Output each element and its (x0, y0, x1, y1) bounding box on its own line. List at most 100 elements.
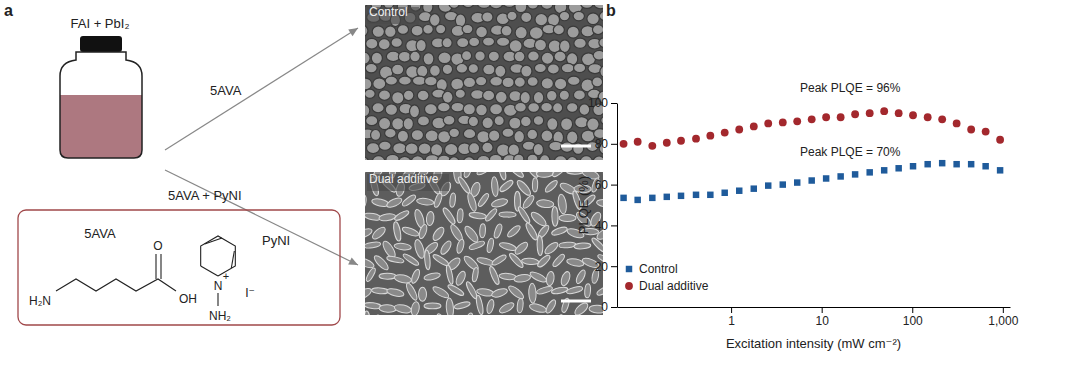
y-tick-mark (611, 144, 617, 145)
sem-grain (442, 64, 452, 74)
sem-grain (521, 194, 535, 210)
sem-grain (592, 25, 603, 35)
y-tick-label: 20 (595, 260, 609, 274)
data-point (997, 167, 1003, 173)
y-tick-mark (611, 103, 617, 104)
sem-grain (386, 255, 404, 264)
sem-grain (521, 116, 532, 127)
sem-grain (554, 51, 566, 62)
data-point (765, 182, 771, 188)
sem-grain (366, 143, 379, 154)
sem-grain (365, 104, 370, 116)
sem-grain (541, 52, 553, 64)
sem-grain (499, 212, 516, 218)
data-point (866, 169, 872, 175)
sem-grain (497, 172, 507, 181)
sem-grain (365, 194, 367, 209)
y-tick-mark (611, 225, 617, 226)
sem-grain (365, 227, 373, 240)
data-point (735, 126, 743, 134)
sem-grain (451, 102, 464, 112)
bond-amine (217, 293, 218, 306)
bond-carbonyl (155, 254, 156, 279)
data-point (620, 140, 628, 148)
sem-grain (424, 303, 441, 309)
data-point (721, 129, 729, 137)
sem-grain (476, 315, 495, 316)
data-point (822, 113, 830, 121)
sem-grain (373, 78, 386, 90)
sem-grain (501, 25, 512, 36)
sem-grain (507, 172, 525, 179)
sem-grain (442, 91, 453, 103)
sem-grain (365, 63, 377, 72)
sem-grain (456, 64, 468, 74)
sem-background (365, 5, 603, 160)
sem-grain (365, 5, 368, 7)
sem-grain (557, 194, 567, 215)
sem-grain (392, 64, 404, 75)
x-tick-mark (912, 307, 913, 313)
sem-grain (386, 315, 403, 316)
sem-grain (533, 116, 543, 126)
sem-grain (543, 240, 560, 255)
sem-grain (513, 273, 531, 283)
sem-grain (365, 311, 371, 315)
sem-grain (410, 301, 420, 315)
sem-grain (397, 25, 408, 35)
y-tick-label: 100 (588, 96, 608, 110)
data-point (852, 171, 858, 177)
sem-grain (477, 131, 490, 143)
legend-marker (626, 266, 632, 272)
sem-grain (394, 273, 413, 284)
data-point (880, 107, 888, 115)
sem-grain (483, 64, 495, 75)
y-tick: 60 (595, 178, 617, 192)
sem-grain (418, 287, 426, 301)
sem-grain (544, 179, 559, 194)
sem-grain (449, 128, 460, 137)
sem-grain (454, 270, 467, 287)
sem-grain (436, 24, 446, 33)
sem-grain (484, 207, 498, 222)
sem-grain (372, 103, 384, 113)
sem-grain (411, 25, 423, 36)
sem-grain (441, 206, 456, 225)
data-point (909, 111, 917, 119)
sem-grain (416, 39, 426, 51)
sem-grain (600, 65, 603, 77)
data-point (648, 142, 656, 150)
sem-grain (551, 172, 567, 178)
sem-grain (385, 26, 396, 38)
data-point (664, 194, 670, 200)
scale-bar (561, 300, 591, 303)
arrow-label: 5AVA + PyNI (168, 188, 242, 203)
data-point (895, 165, 901, 171)
sem-grain (559, 11, 569, 20)
sem-grain (365, 25, 368, 36)
sem-grain (541, 130, 553, 142)
sem-grain (513, 240, 529, 256)
sem-grain (529, 270, 548, 284)
sem-grain (456, 238, 466, 254)
arrow-dual-head (348, 257, 358, 265)
bond-carbonyl (160, 254, 161, 279)
data-point (707, 192, 713, 198)
sem-grain (386, 196, 404, 209)
sem-background (365, 172, 603, 315)
sem-grain (372, 26, 384, 37)
y-axis: 020406080100 (588, 96, 618, 314)
y-tick: 20 (595, 260, 617, 274)
sem-grain (463, 5, 474, 8)
sem-grain (392, 92, 404, 104)
annotation: Peak PLQE = 96% (800, 81, 901, 95)
y-tick-mark (611, 307, 617, 308)
x-tick-mark (822, 307, 823, 313)
y-axis-line (617, 104, 618, 308)
sem-grain (479, 223, 485, 237)
sem-grain (587, 13, 599, 25)
x-tick-label: 1,000 (988, 314, 1018, 328)
sem-grain (446, 298, 455, 315)
sem-grain (520, 91, 530, 103)
sem-grain (417, 90, 429, 101)
